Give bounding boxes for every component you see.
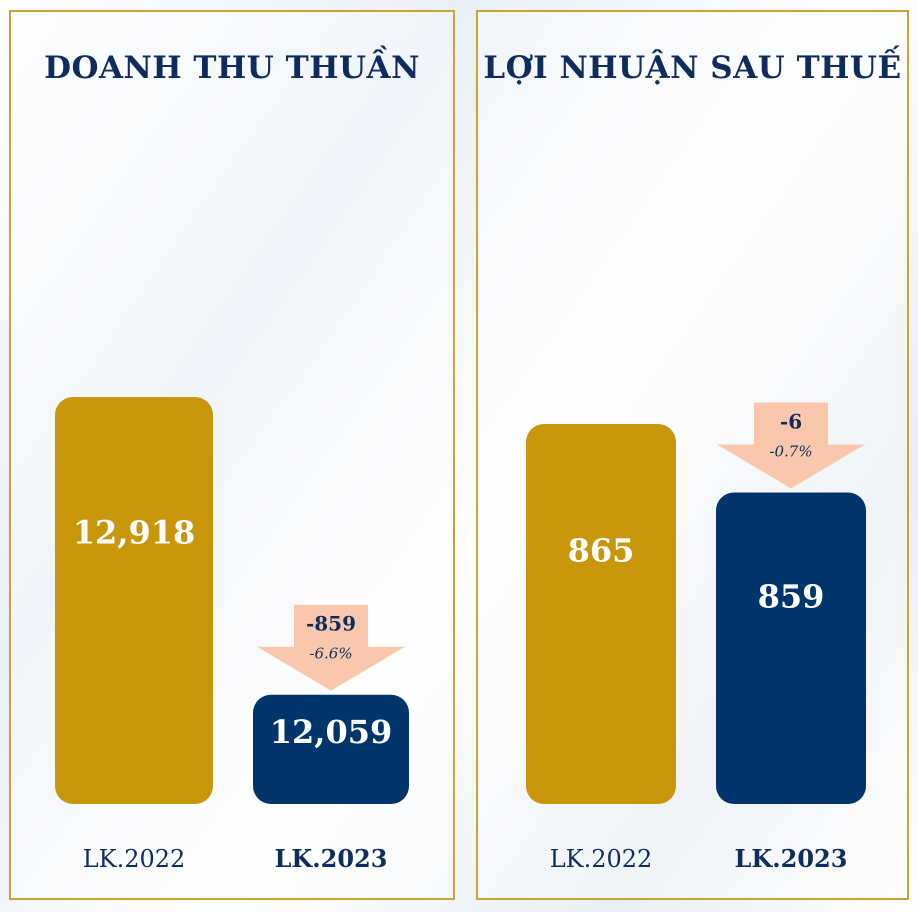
delta-percent: -6.6% [309,645,352,663]
revenue-title: DOANH THU THUẦN [44,50,420,86]
category-label: LK.2022 [550,845,653,873]
delta-value: -6 [780,410,802,434]
bar-lk-2023 [716,492,866,804]
profit-title: LỢI NHUẬN SAU THUẾ [483,50,902,86]
delta-value: -859 [306,612,356,636]
category-label: LK.2023 [275,844,388,873]
bar-value-label: 865 [568,531,635,569]
profit-panel: LỢI NHUẬN SAU THUẾ 865 LK.2022 859 LK.2023 -… [476,10,909,900]
revenue-panel: DOANH THU THUẦN 12,918 LK.2022 12,059 LK.20… [9,10,455,900]
bar-value-label: 12,059 [270,713,392,751]
decrease-arrow-icon [257,604,405,691]
profit-chart: 865 LK.2022 859 LK.2023 -6 -0.7% [526,402,866,873]
bar-lk-2022 [55,397,213,804]
bar-value-label: 12,918 [73,513,195,551]
category-label: LK.2023 [735,844,848,873]
bar-lk-2022 [526,424,676,804]
revenue-chart: 12,918 LK.2022 12,059 LK.2023 -859 -6.6% [55,397,409,873]
delta-percent: -0.7% [769,443,812,461]
category-label: LK.2022 [83,845,186,873]
decrease-arrow-icon [717,402,865,489]
bar-value-label: 859 [758,577,825,615]
bar-lk-2023 [253,694,409,804]
